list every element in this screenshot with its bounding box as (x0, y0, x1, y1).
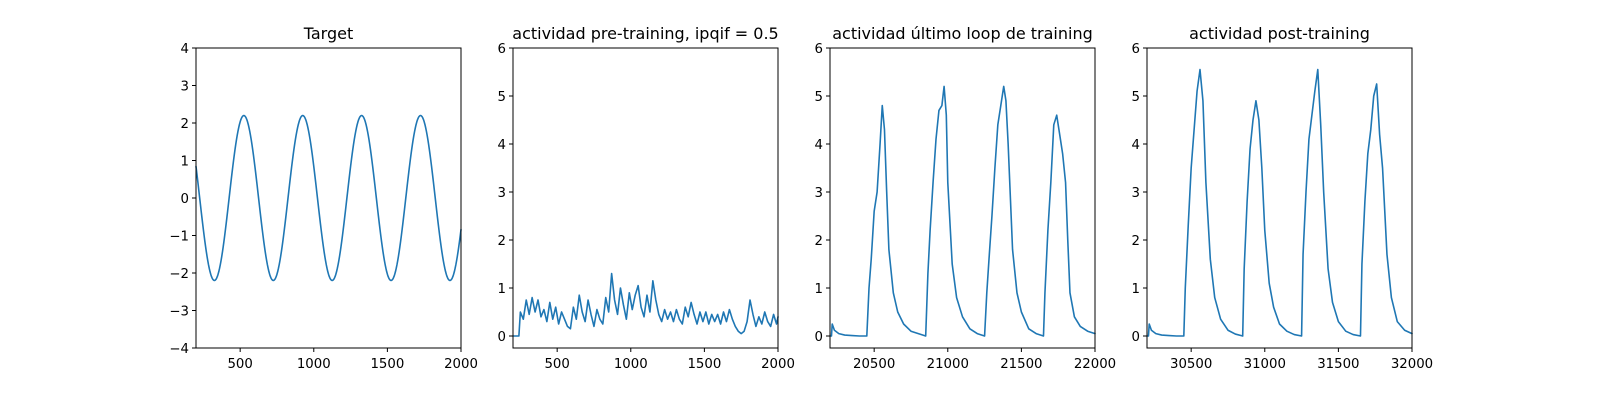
x-tick-label: 2000 (761, 357, 795, 372)
series-line (512, 272, 779, 337)
x-tick-label: 31500 (1317, 357, 1359, 372)
x-tick-label: 1500 (687, 357, 721, 372)
axes-frame (195, 47, 462, 349)
y-tick-label: 3 (815, 186, 823, 201)
y-tick-label: 1 (1132, 282, 1140, 297)
x-tick-label: 31000 (1244, 357, 1286, 372)
x-tick-label: 30500 (1170, 357, 1212, 372)
x-tick-label: 22000 (1074, 357, 1116, 372)
x-tick-label: 21500 (1000, 357, 1042, 372)
y-tick-label: 4 (1132, 138, 1140, 153)
y-tick-label: 2 (498, 234, 506, 249)
y-tick-label: 5 (1132, 90, 1140, 105)
y-tick-label: 4 (498, 138, 506, 153)
y-tick-label: 2 (181, 117, 189, 132)
panel-title: actividad post-training (1189, 24, 1370, 43)
x-tick-label: 20500 (853, 357, 895, 372)
y-tick-label: 3 (181, 80, 189, 95)
y-tick-label: −2 (169, 267, 189, 282)
y-tick-label: 4 (181, 42, 189, 57)
x-tick-label: 1000 (614, 357, 648, 372)
panel-target: Target 500 1000 1500 2000 −4 −3 −2 −1 0 1 2 3 4 (169, 24, 478, 372)
panel-title: actividad pre-training, ipqif = 0.5 (512, 24, 778, 43)
y-tick-label: 0 (181, 192, 189, 207)
series-line (829, 85, 1096, 337)
y-tick-label: 3 (498, 186, 506, 201)
x-tick-label: 500 (227, 357, 252, 372)
y-tick-label: 6 (498, 42, 506, 57)
y-tick-label: 5 (815, 90, 823, 105)
x-tick-label: 500 (544, 357, 569, 372)
panel-title: Target (303, 24, 354, 43)
y-tick-label: 1 (815, 282, 823, 297)
y-tick-label: 0 (1132, 330, 1140, 345)
y-tick-label: −1 (169, 230, 189, 245)
y-tick-label: 2 (815, 234, 823, 249)
y-tick-label: 1 (498, 282, 506, 297)
y-tick-label: −3 (169, 305, 189, 320)
y-tick-label: 0 (498, 330, 506, 345)
panel-last-training-loop: actividad último loop de training 20500 2… (815, 24, 1117, 372)
x-tick-label: 32000 (1391, 357, 1433, 372)
y-tick-label: 3 (1132, 186, 1140, 201)
y-tick-label: 1 (181, 155, 189, 170)
y-tick-label: 6 (815, 42, 823, 57)
axes-frame (1146, 47, 1413, 349)
series-line (1146, 68, 1413, 337)
x-tick-label: 1000 (297, 357, 331, 372)
y-tick-label: 6 (1132, 42, 1140, 57)
panel-pre-training: actividad pre-training, ipqif = 0.5 500 1… (498, 24, 795, 372)
y-tick-label: 2 (1132, 234, 1140, 249)
panel-title: actividad último loop de training (832, 24, 1093, 43)
x-tick-label: 21000 (927, 357, 969, 372)
axes-frame (512, 47, 779, 349)
x-tick-label: 1500 (370, 357, 404, 372)
axes-frame (829, 47, 1096, 349)
y-tick-label: 0 (815, 330, 823, 345)
x-tick-label: 2000 (444, 357, 478, 372)
panel-post-training: actividad post-training 30500 31000 31500 3… (1132, 24, 1434, 372)
y-tick-label: 4 (815, 138, 823, 153)
series-line (195, 114, 462, 282)
y-tick-label: −4 (169, 342, 189, 357)
y-tick-label: 5 (498, 90, 506, 105)
